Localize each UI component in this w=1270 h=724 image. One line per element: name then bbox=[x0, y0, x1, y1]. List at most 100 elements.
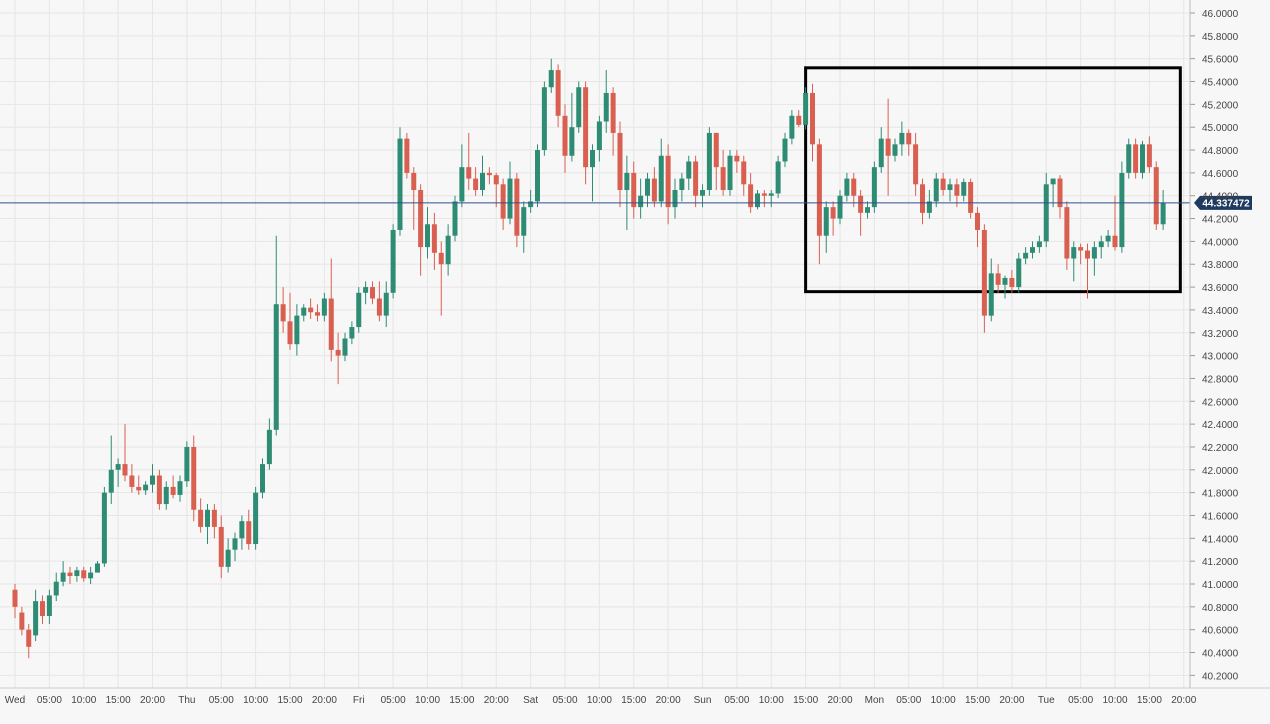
candle-up bbox=[541, 81, 547, 156]
candle-body bbox=[335, 349, 341, 356]
candle-body bbox=[562, 115, 568, 156]
y-tick-label: 42.0000 bbox=[1202, 466, 1239, 477]
x-tick-label: Thu bbox=[178, 695, 195, 706]
candle-down bbox=[1146, 136, 1152, 173]
candle-down bbox=[981, 224, 987, 333]
candle-down bbox=[1133, 138, 1139, 179]
candle-up bbox=[988, 258, 994, 322]
candle-down bbox=[885, 98, 891, 196]
candle-up bbox=[590, 144, 595, 202]
candle-down bbox=[1112, 195, 1118, 251]
candle-up bbox=[1119, 161, 1125, 253]
candle-up bbox=[926, 190, 932, 219]
candle-up bbox=[686, 155, 692, 191]
candle-body bbox=[40, 601, 45, 616]
candle-down bbox=[418, 184, 424, 276]
candle-down bbox=[376, 281, 382, 322]
x-tick-label: Wed bbox=[5, 695, 25, 706]
candle-up bbox=[823, 201, 829, 253]
candle-body bbox=[308, 307, 314, 313]
candle-body bbox=[1064, 207, 1070, 259]
candle-down bbox=[431, 212, 437, 270]
candle-down bbox=[19, 606, 25, 636]
candle-body bbox=[404, 138, 410, 173]
y-tick-label: 44.2000 bbox=[1202, 215, 1239, 226]
candle-body bbox=[693, 161, 699, 196]
candle-body bbox=[363, 287, 369, 293]
x-tick-label: 20:00 bbox=[656, 695, 681, 706]
candle-down bbox=[858, 190, 864, 236]
candle-body bbox=[947, 184, 953, 191]
candle-body bbox=[480, 172, 485, 191]
candle-body bbox=[844, 178, 850, 196]
x-tick-label: 05:00 bbox=[724, 695, 749, 706]
current-price-label-bg bbox=[1194, 195, 1252, 210]
candle-body bbox=[383, 292, 389, 316]
x-tick-label: 05:00 bbox=[896, 695, 921, 706]
candle-body bbox=[349, 327, 355, 339]
candle-up bbox=[645, 172, 650, 208]
candle-body bbox=[108, 469, 114, 493]
candle-up bbox=[679, 172, 685, 202]
candle-body bbox=[301, 307, 307, 316]
candle-body bbox=[191, 446, 197, 510]
candle-up bbox=[397, 127, 403, 236]
candle-down bbox=[920, 178, 925, 225]
x-tick-label: 15:00 bbox=[621, 695, 646, 706]
candle-up bbox=[1126, 138, 1132, 179]
candle-body bbox=[803, 92, 809, 125]
candle-down bbox=[796, 110, 802, 128]
candle-up bbox=[837, 190, 843, 225]
candle-up bbox=[1160, 190, 1166, 230]
candle-body bbox=[129, 475, 135, 487]
candle-up bbox=[892, 138, 898, 162]
candle-up bbox=[205, 504, 210, 545]
candle-body bbox=[940, 178, 946, 191]
candle-down bbox=[761, 190, 767, 208]
candle-body bbox=[225, 549, 231, 567]
candle-down bbox=[851, 172, 857, 208]
candle-body bbox=[287, 321, 293, 345]
y-tick-label: 42.2000 bbox=[1202, 443, 1239, 454]
candle-up bbox=[658, 138, 664, 208]
candle-body bbox=[672, 190, 678, 208]
candle-down bbox=[741, 155, 747, 196]
y-tick-label: 45.6000 bbox=[1202, 55, 1239, 66]
x-tick-label: 05:00 bbox=[209, 695, 234, 706]
candle-down bbox=[1153, 161, 1159, 230]
candle-body bbox=[885, 138, 891, 156]
candle-up bbox=[1105, 229, 1111, 248]
candle-body bbox=[81, 570, 87, 579]
candle-up bbox=[947, 178, 953, 202]
candle-up bbox=[260, 458, 265, 499]
candle-up bbox=[624, 155, 630, 230]
y-tick-label: 42.8000 bbox=[1202, 374, 1239, 385]
candle-body bbox=[768, 193, 774, 196]
y-tick-label: 41.4000 bbox=[1202, 534, 1239, 545]
candle-body bbox=[590, 150, 595, 168]
x-tick-label: 10:00 bbox=[931, 695, 956, 706]
x-tick-label: 10:00 bbox=[243, 695, 268, 706]
candle-up bbox=[60, 561, 66, 587]
candle-up bbox=[1016, 252, 1022, 293]
candle-down bbox=[191, 435, 197, 522]
y-tick-label: 45.2000 bbox=[1202, 100, 1239, 111]
candle-body bbox=[583, 87, 589, 168]
candle-body bbox=[19, 612, 25, 630]
candle-down bbox=[280, 287, 286, 333]
y-tick-label: 44.8000 bbox=[1202, 146, 1239, 157]
candle-down bbox=[129, 464, 135, 493]
candle-down bbox=[315, 304, 320, 322]
candle-body bbox=[1160, 202, 1166, 225]
candle-body bbox=[796, 115, 802, 125]
candle-body bbox=[280, 304, 286, 322]
candle-down bbox=[940, 172, 946, 196]
candle-body bbox=[535, 150, 540, 202]
candle-body bbox=[968, 182, 974, 213]
y-tick-label: 41.6000 bbox=[1202, 511, 1239, 522]
candle-up bbox=[101, 486, 107, 567]
x-tick-label: 05:00 bbox=[1068, 695, 1093, 706]
candle-body bbox=[1009, 277, 1015, 288]
